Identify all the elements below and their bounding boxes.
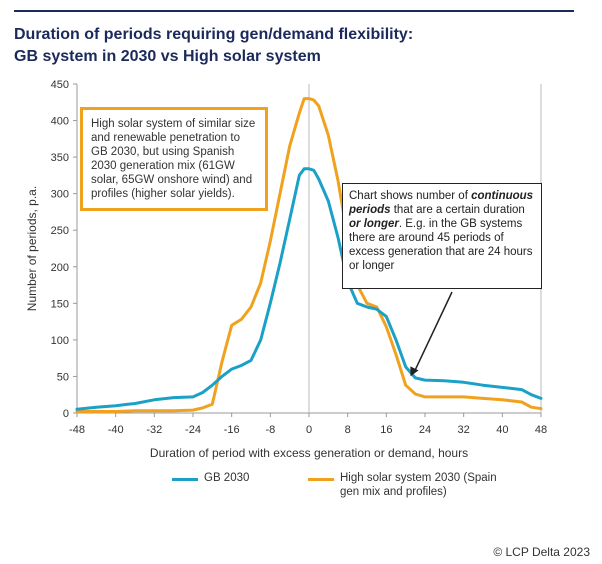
annotation-arrow-head	[410, 366, 419, 377]
copyright-credit: © LCP Delta 2023	[493, 545, 590, 559]
y-tick-label: 400	[51, 116, 69, 128]
y-tick-label: 300	[51, 189, 69, 201]
legend-label-gb: GB 2030	[204, 472, 250, 484]
series-line-high-solar-2030	[75, 97, 543, 413]
legend-swatch-gb	[172, 478, 198, 481]
y-tick-label: 0	[63, 408, 69, 420]
y-tick-label: 100	[51, 335, 69, 347]
top-rule	[14, 10, 574, 12]
y-tick-label: 200	[51, 262, 69, 274]
y-tick-label: 150	[51, 298, 69, 310]
y-tick-label: 50	[57, 371, 69, 383]
x-tick-label: -32	[146, 424, 162, 436]
y-tick-label: 450	[51, 79, 69, 91]
annotation-bold-1: continuous periods	[349, 190, 534, 216]
y-tick-label: 350	[51, 152, 69, 164]
chart-title: Duration of periods requiring gen/demand…	[14, 24, 594, 68]
annotation-text-2: that are a certain duration	[390, 204, 525, 216]
x-tick-label: 40	[496, 424, 508, 436]
x-tick-label: -24	[185, 424, 201, 436]
x-tick-label: 32	[458, 424, 470, 436]
title-line-2: GB system in 2030 vs High solar system	[14, 48, 321, 65]
annotation-text-3: . E.g. in the GB systems there are aroun…	[349, 218, 533, 272]
title-line-1: Duration of periods requiring gen/demand…	[14, 26, 414, 43]
x-tick-label: 8	[345, 424, 351, 436]
x-tick-label: 16	[380, 424, 392, 436]
annotation-arrow-line	[413, 291, 453, 372]
x-tick-label: -40	[108, 424, 124, 436]
annotation-high-solar: High solar system of similar size and re…	[80, 107, 268, 211]
x-tick-label: -16	[224, 424, 240, 436]
y-axis-label: Number of periods, p.a.	[25, 186, 39, 311]
annotation-chart-explanation: Chart shows number of continuous periods…	[342, 183, 542, 289]
legend-label-high-solar: High solar system 2030 (Spain gen mix an…	[340, 472, 497, 498]
x-tick-label: -48	[69, 424, 85, 436]
x-tick-label: 48	[535, 424, 547, 436]
x-tick-label: 24	[419, 424, 431, 436]
annotation-bold-2: or longer	[349, 218, 399, 230]
x-tick-label: 0	[306, 424, 312, 436]
x-axis-label: Duration of period with excess generatio…	[150, 446, 468, 460]
y-tick-label: 250	[51, 225, 69, 237]
legend-swatch-high-solar	[308, 478, 334, 481]
x-tick-label: -8	[265, 424, 275, 436]
annotation-text-1: Chart shows number of	[349, 190, 472, 202]
series-line-gb-2030	[75, 167, 543, 411]
